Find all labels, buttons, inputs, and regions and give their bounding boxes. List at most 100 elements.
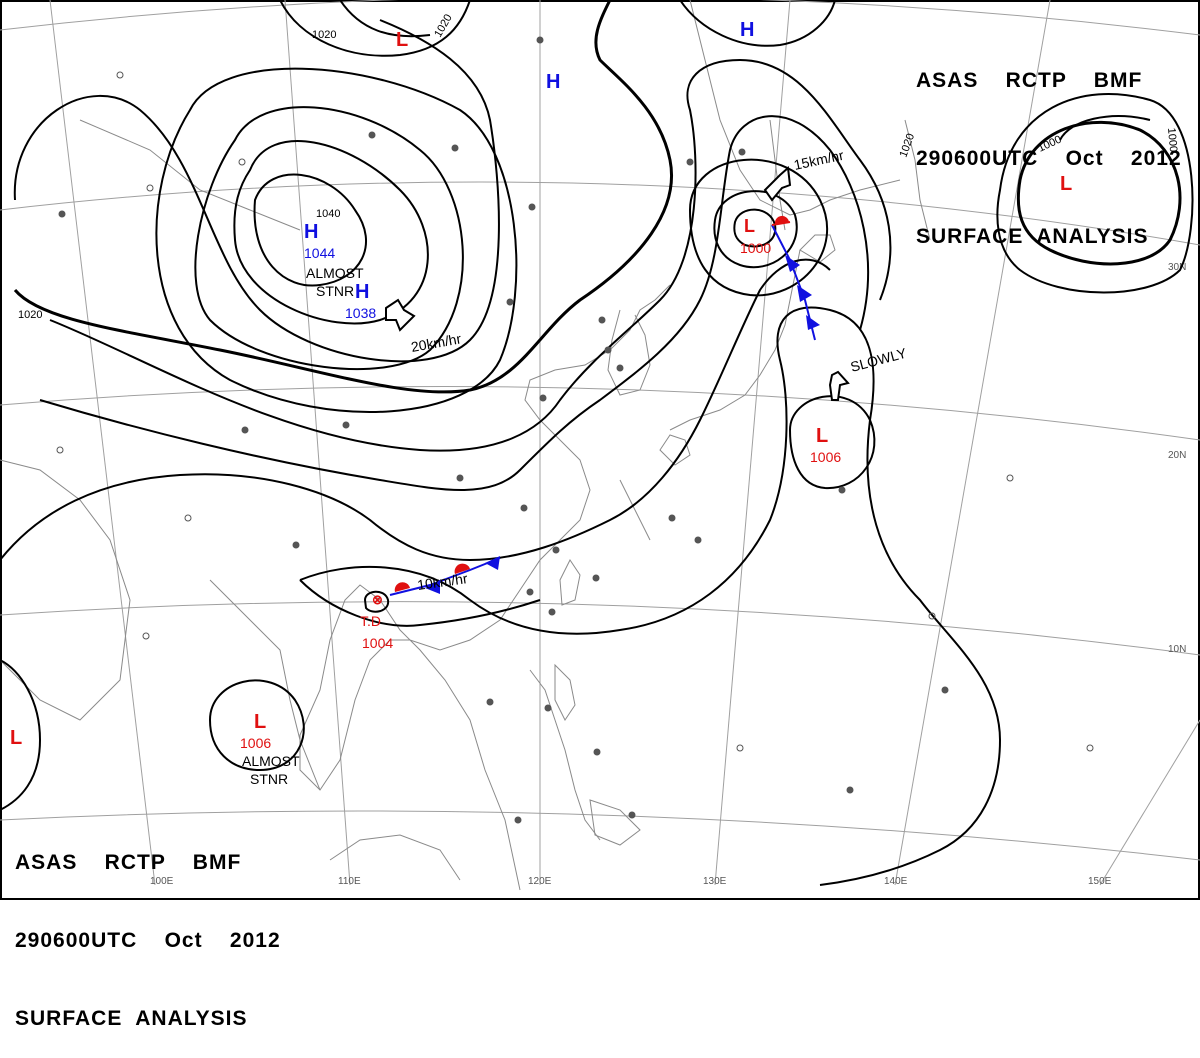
station-marker xyxy=(146,184,154,192)
station-marker xyxy=(593,748,601,756)
station-marker xyxy=(58,210,66,218)
station-marker xyxy=(604,346,612,354)
station-marker xyxy=(142,632,150,640)
cold-front-mark xyxy=(797,285,812,302)
warm-front-japan xyxy=(771,221,791,226)
low-symbol: L xyxy=(816,425,828,447)
station-marker xyxy=(548,608,556,616)
isobar-north-1 xyxy=(279,0,471,57)
high-symbol: H xyxy=(304,221,318,243)
isobars xyxy=(0,0,1194,886)
isobar-1000-east xyxy=(1016,120,1182,266)
station-marker xyxy=(1006,474,1014,482)
isobar-west-low xyxy=(0,659,42,811)
isobar-1004-south xyxy=(299,579,541,627)
header-line1: ASAS RCTP BMF xyxy=(916,69,1143,92)
station-marker xyxy=(539,394,547,402)
station-marker xyxy=(668,514,676,522)
isobar-label: 1020 xyxy=(312,29,336,41)
isobar-north-3 xyxy=(679,0,836,47)
isobar-1040 xyxy=(253,173,367,287)
isobar-td xyxy=(363,590,390,613)
isobar-1028 xyxy=(155,67,518,413)
station-marker xyxy=(506,298,514,306)
warm-front-mark xyxy=(774,215,789,224)
high-symbol: H xyxy=(740,19,754,41)
cold-front-mark xyxy=(485,556,500,570)
front-line-south xyxy=(389,557,501,596)
isobar-1000-japan xyxy=(733,208,777,248)
lon-label-150e: 150E xyxy=(1088,876,1112,887)
station-marker xyxy=(342,421,350,429)
coast-philippines xyxy=(529,669,601,841)
station-marker xyxy=(56,446,64,454)
motion-arrow xyxy=(828,370,850,401)
isobar-1004-japan xyxy=(713,190,798,269)
station-plots xyxy=(56,36,1094,824)
header-line2: 290600UTC Oct 2012 xyxy=(15,929,281,952)
latitude-grid xyxy=(0,0,1200,861)
warm-front-mark xyxy=(394,582,410,592)
isobar-label: 1020 xyxy=(18,309,42,321)
lat-label-20n: 20N xyxy=(1168,450,1186,461)
low-value: 1000 xyxy=(740,240,771,256)
station-marker xyxy=(738,148,746,156)
coast-ryukyu xyxy=(619,479,651,541)
coast-indochina xyxy=(209,579,321,791)
station-marker xyxy=(1086,744,1094,752)
fronts xyxy=(389,215,820,596)
coast-borneo xyxy=(329,834,461,881)
coast-russia xyxy=(689,0,901,216)
coast-mongolia xyxy=(79,119,301,231)
motion-label: 10km/hr xyxy=(416,570,469,593)
coast-japan xyxy=(669,249,801,431)
motion-note-line1: ALMOST xyxy=(306,265,364,281)
motion-arrows xyxy=(385,165,850,401)
station-marker xyxy=(846,786,854,794)
lon-label-140e: 140E xyxy=(884,876,908,887)
station-marker xyxy=(928,612,936,620)
station-marker xyxy=(536,36,544,44)
station-marker xyxy=(598,316,606,324)
low-symbol: L xyxy=(10,727,22,749)
lon-label-110e: 110E xyxy=(338,876,361,887)
coast-mindanao xyxy=(589,799,641,846)
motion-note: ALMOST STNR xyxy=(306,265,367,299)
cold-front-mark xyxy=(425,580,440,594)
isobar-north-4 xyxy=(1059,115,1151,141)
lat-line-10 xyxy=(0,601,1200,656)
coast-kamchatka xyxy=(904,119,931,241)
station-marker xyxy=(838,486,846,494)
lon-line-150 xyxy=(1099,719,1200,886)
td-type: T.D xyxy=(360,613,381,629)
station-marker xyxy=(241,426,249,434)
low-value: 1006 xyxy=(240,735,271,751)
station-marker xyxy=(941,686,949,694)
lat-line-0 xyxy=(0,810,1200,861)
lon-label-100e: 100E xyxy=(150,876,174,887)
high-symbol: H xyxy=(355,281,369,303)
station-marker xyxy=(552,546,560,554)
header-bottom-left: ASAS RCTP BMF 290600UTC Oct 2012 SURFACE… xyxy=(15,798,281,1058)
low-value: 1006 xyxy=(810,449,841,465)
lat-line-20 xyxy=(0,385,1200,441)
lon-line-100 xyxy=(49,0,156,886)
cold-front-mark xyxy=(806,315,820,330)
station-marker xyxy=(628,811,636,819)
isobar-1006-south xyxy=(208,679,305,772)
station-marker xyxy=(616,364,624,372)
lat-line-40 xyxy=(0,0,1200,36)
station-marker xyxy=(528,203,536,211)
longitude-grid xyxy=(49,0,1200,886)
low-symbol: L xyxy=(396,29,408,51)
isobar-1032 xyxy=(194,106,464,371)
isobar-north-2 xyxy=(339,0,431,38)
isobar-1008-big xyxy=(299,306,1002,886)
station-marker xyxy=(592,574,600,582)
td-value: 1004 xyxy=(362,635,393,651)
high-value: 1044 xyxy=(304,245,335,261)
weather-map: 30N 20N 10N 100E 110E 120E 130E 140E 150… xyxy=(0,0,1200,900)
lat-line-30 xyxy=(0,181,1200,246)
station-marker xyxy=(486,698,494,706)
station-marker xyxy=(184,514,192,522)
